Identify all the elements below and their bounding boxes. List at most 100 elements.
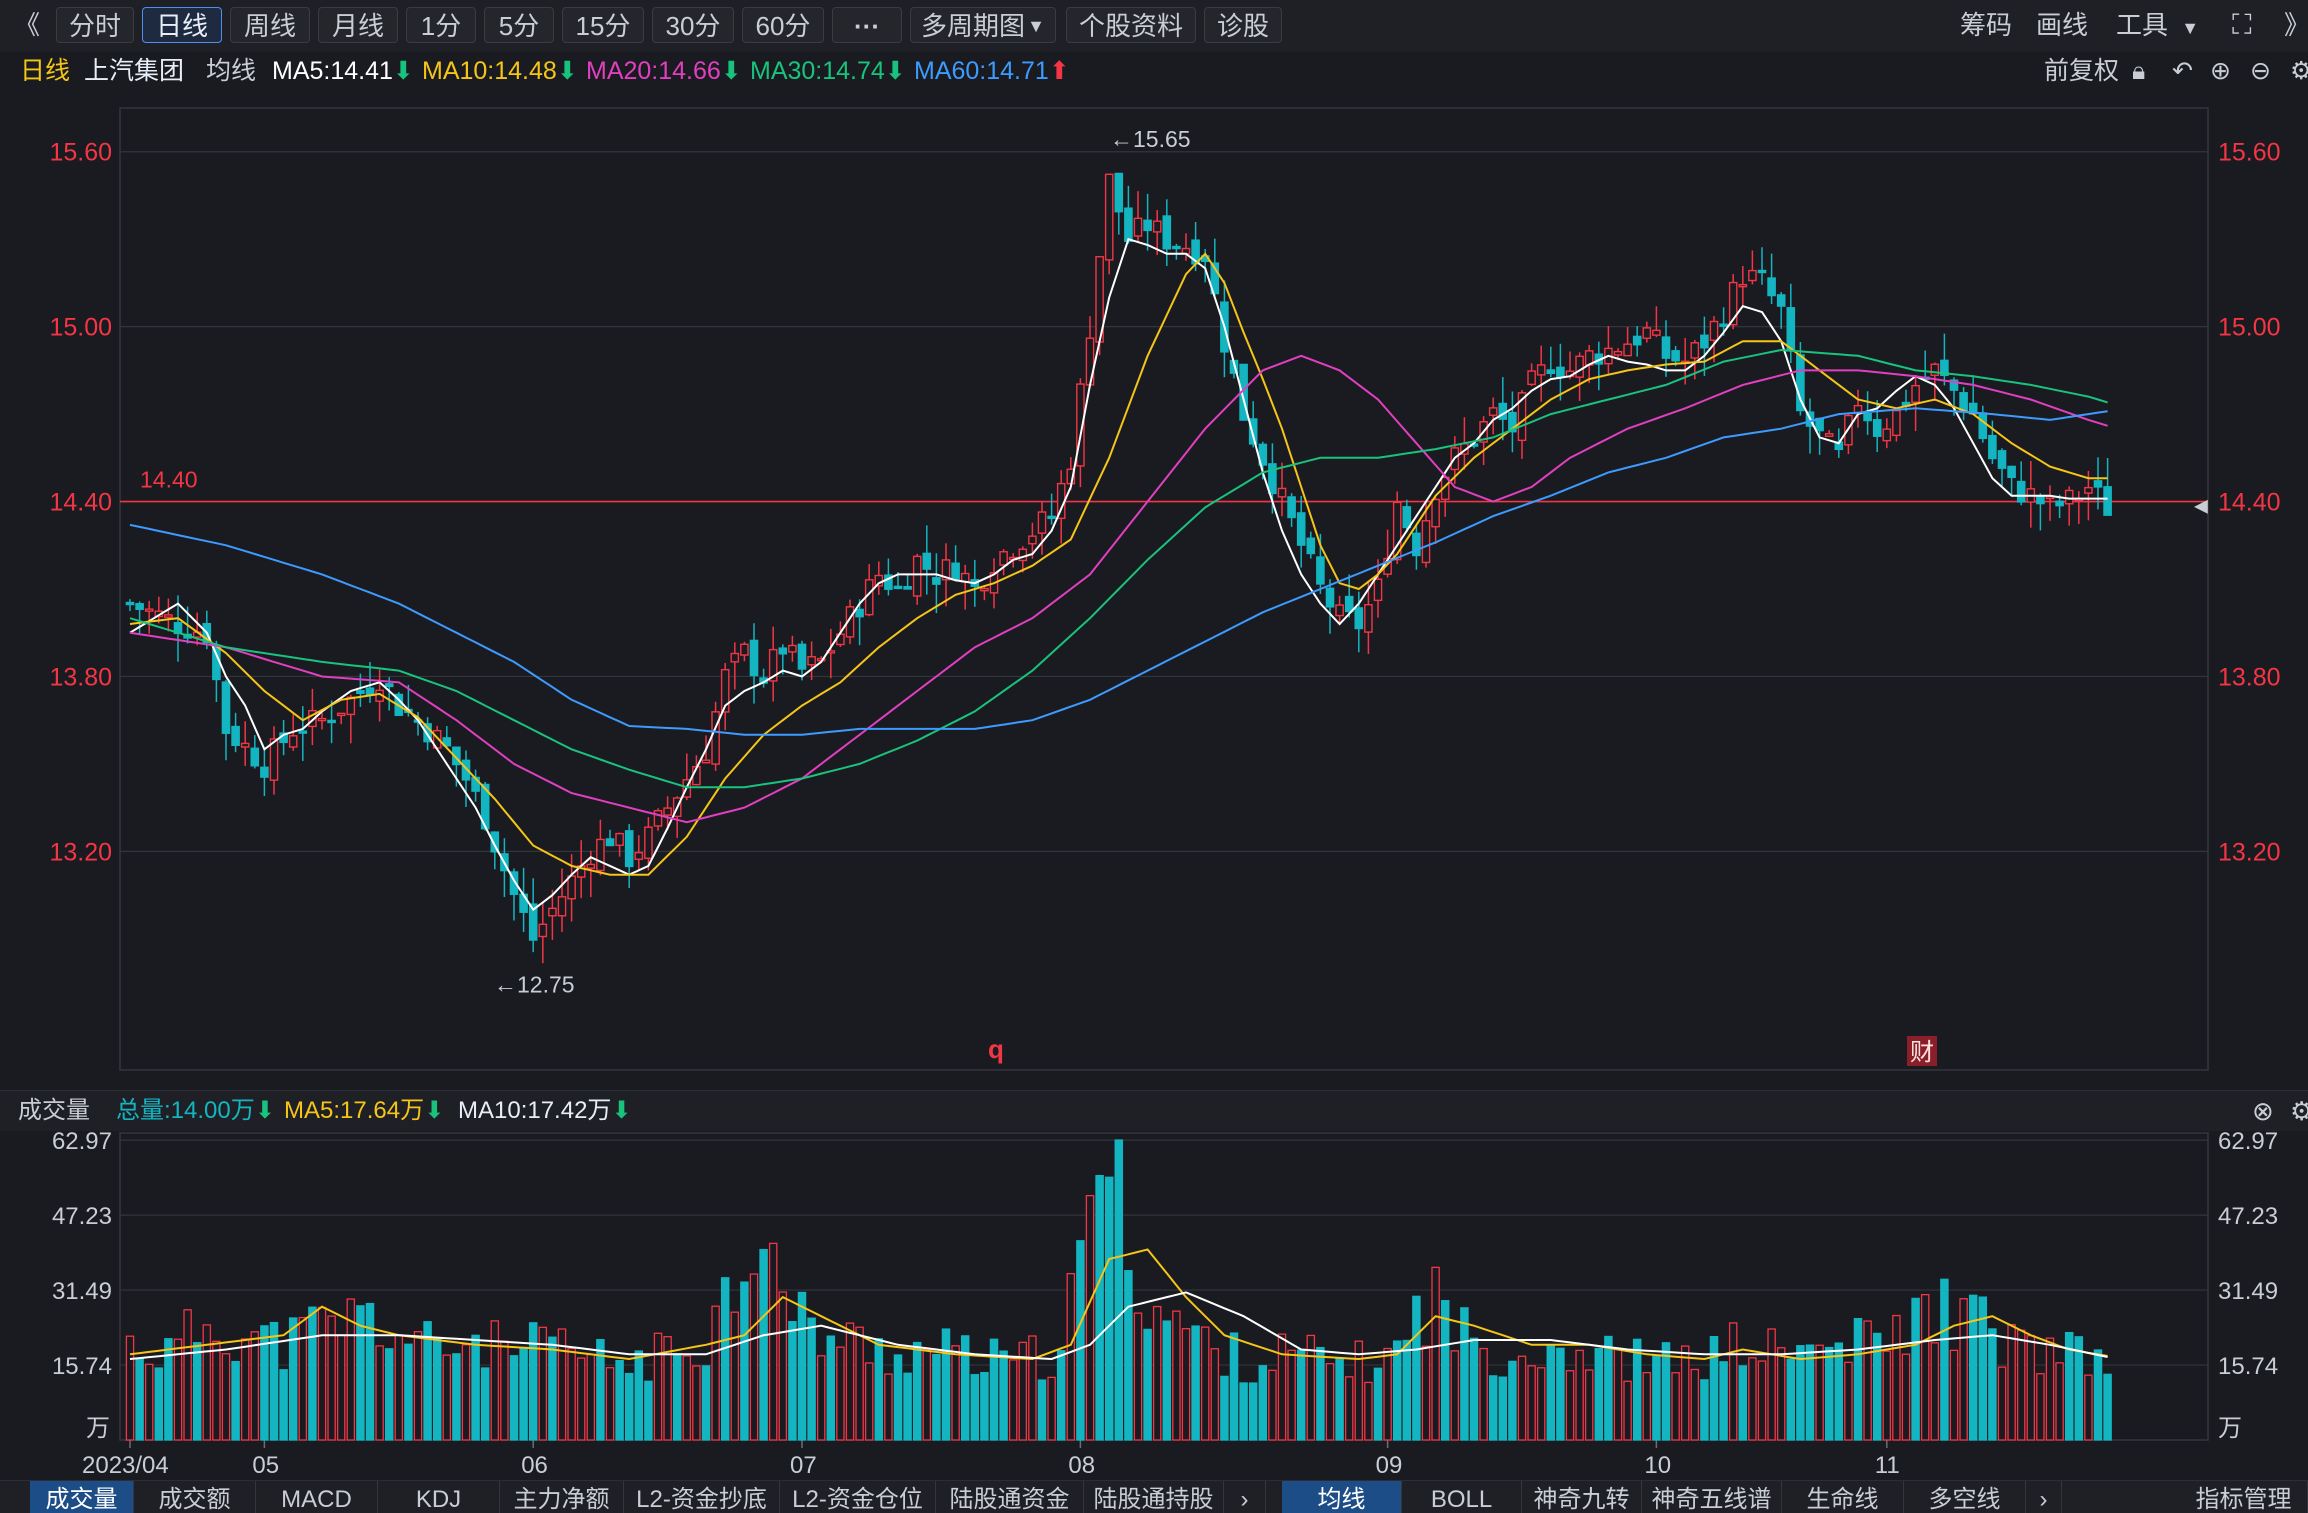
volume-bar [1565,1370,1575,1441]
tab-kdj[interactable]: KDJ [378,1481,500,1513]
volume-bar [1104,1176,1114,1441]
candle-body [1162,215,1172,250]
period-monthly[interactable]: 月线 [318,7,398,43]
volume-bar [1556,1347,1565,1441]
tab-indicator-manage[interactable]: 指标管理 [2180,1481,2308,1513]
period-30min[interactable]: 30分 [652,7,734,43]
diagnose-button[interactable]: 诊股 [1204,7,1282,43]
volume-bar [528,1322,538,1441]
ma30-value: MA30:14.74⬇ [750,57,906,85]
volume-bar [1114,1139,1124,1441]
undo-icon[interactable]: ↶ [2172,57,2193,85]
chevron-down-icon: ▼ [1027,16,1045,36]
tabs-scroll-right-icon[interactable]: › [2026,1481,2062,1513]
candle-body [1892,409,1901,437]
candle-body [1335,604,1344,617]
chips-button[interactable]: 筹码 [1960,10,2013,40]
stock-info-button[interactable]: 个股资料 [1066,7,1196,43]
candle-body [1268,463,1277,495]
period-5min[interactable]: 5分 [484,7,554,43]
volume-bar [1392,1340,1402,1441]
volume-bar [1450,1350,1460,1441]
zoom-out-icon[interactable]: ⊖ [2250,57,2271,85]
candle-body [1498,402,1508,420]
volume-bar [308,1306,317,1441]
volume-bar [1940,1278,1949,1441]
volume-bar [759,1248,768,1441]
draw-line-button[interactable]: 画线 [2036,10,2089,40]
volume-bar [135,1357,144,1441]
volume-bar [471,1334,480,1441]
more-periods-button[interactable]: ··· [832,7,902,43]
tabs-scroll-right-icon[interactable]: › [1224,1481,1266,1513]
ma60-line [129,407,2108,736]
candle-body [231,725,240,746]
volume-bar [317,1306,327,1441]
period-60min[interactable]: 60分 [742,7,824,43]
volume-axis-label-right: 31.49 [2218,1278,2278,1305]
price-axis-label-left: 13.80 [49,663,112,691]
volume-bar [1248,1382,1258,1441]
candle-body [250,747,260,767]
volume-bar [1786,1358,1796,1441]
volume-bar [893,1354,903,1441]
volume-bar [1296,1349,1306,1441]
candle-body [1508,411,1517,433]
settings-icon[interactable]: ⚙ [2290,57,2308,85]
candle-body [1776,294,1786,307]
candle-body [269,738,279,781]
tab-bull-bear[interactable]: 多空线 [1904,1481,2026,1513]
tools-dropdown[interactable]: 工具 ▼ [2116,7,2199,43]
tab-boll[interactable]: BOLL [1402,1481,1522,1513]
zoom-in-icon[interactable]: ⊕ [2210,57,2231,85]
lock-icon[interactable]: 🔒︎ [2132,57,2146,85]
tab-life-line[interactable]: 生命线 [1782,1481,1904,1513]
candle-body [1412,532,1421,557]
collapse-icon[interactable]: 《 [14,10,41,40]
volume-bar [173,1338,183,1441]
volume-bar [1863,1320,1872,1441]
volume-bar [749,1273,759,1441]
volume-axis-label-left: 15.74 [52,1353,112,1380]
candle-body [893,585,903,590]
reference-line-label: 14.40 [140,467,198,493]
tab-hk-holding[interactable]: 陆股通持股 [1084,1481,1224,1513]
volume-bar [1517,1355,1527,1441]
period-weekly[interactable]: 周线 [230,7,310,43]
fullscreen-icon[interactable]: ⛶ [2232,9,2252,40]
volume-title: 成交量 [18,1097,90,1124]
volume-bar [1671,1372,1680,1441]
multi-period-dropdown[interactable]: 多周期图 ▼ [910,7,1056,43]
tab-hk-flow[interactable]: 陆股通资金 [936,1481,1084,1513]
adjust-mode[interactable]: 前复权 [2044,57,2120,85]
close-panel-icon[interactable]: ⊗ [2252,1096,2274,1126]
candle-body [1172,245,1181,250]
period-15min[interactable]: 15分 [562,7,644,43]
volume-bar [1325,1363,1335,1441]
x-axis-label: 05 [252,1452,279,1479]
settings-icon[interactable]: ⚙ [2290,1096,2308,1126]
price-axis-label-left: 14.40 [49,489,112,517]
tab-l2-bottom[interactable]: L2-资金抄底 [624,1481,780,1513]
candle-body [596,838,605,872]
event-marker: q [988,1034,1004,1064]
tab-ma[interactable]: 均线 [1282,1481,1402,1513]
volume-bar [1191,1325,1200,1441]
price-chart[interactable]: 15.60 15.60 15.00 15.00 14.40 14.40 13.80 13.80… [0,90,2308,1090]
volume-bar [240,1338,250,1441]
volume-chart[interactable]: 62.97 62.97 47.23 47.23 31.49 31.49 15.74 15.74… [0,1130,2308,1480]
period-daily[interactable]: 日线 [142,7,222,43]
expand-right-icon[interactable]: 》 [2284,10,2308,40]
tab-magic-five[interactable]: 神奇五线谱 [1642,1481,1782,1513]
tab-magic-nine[interactable]: 神奇九转 [1522,1481,1642,1513]
tab-macd[interactable]: MACD [256,1481,378,1513]
tab-volume[interactable]: 成交量 [30,1481,134,1513]
tab-main-net[interactable]: 主力净额 [500,1481,624,1513]
period-fenshi[interactable]: 分时 [56,7,134,43]
ma20-line [129,354,2108,824]
period-1min[interactable]: 1分 [406,7,476,43]
tab-turnover[interactable]: 成交额 [134,1481,256,1513]
ma-group-label[interactable]: 均线 [206,57,257,85]
candle-body [903,586,912,590]
tab-l2-position[interactable]: L2-资金仓位 [780,1481,936,1513]
